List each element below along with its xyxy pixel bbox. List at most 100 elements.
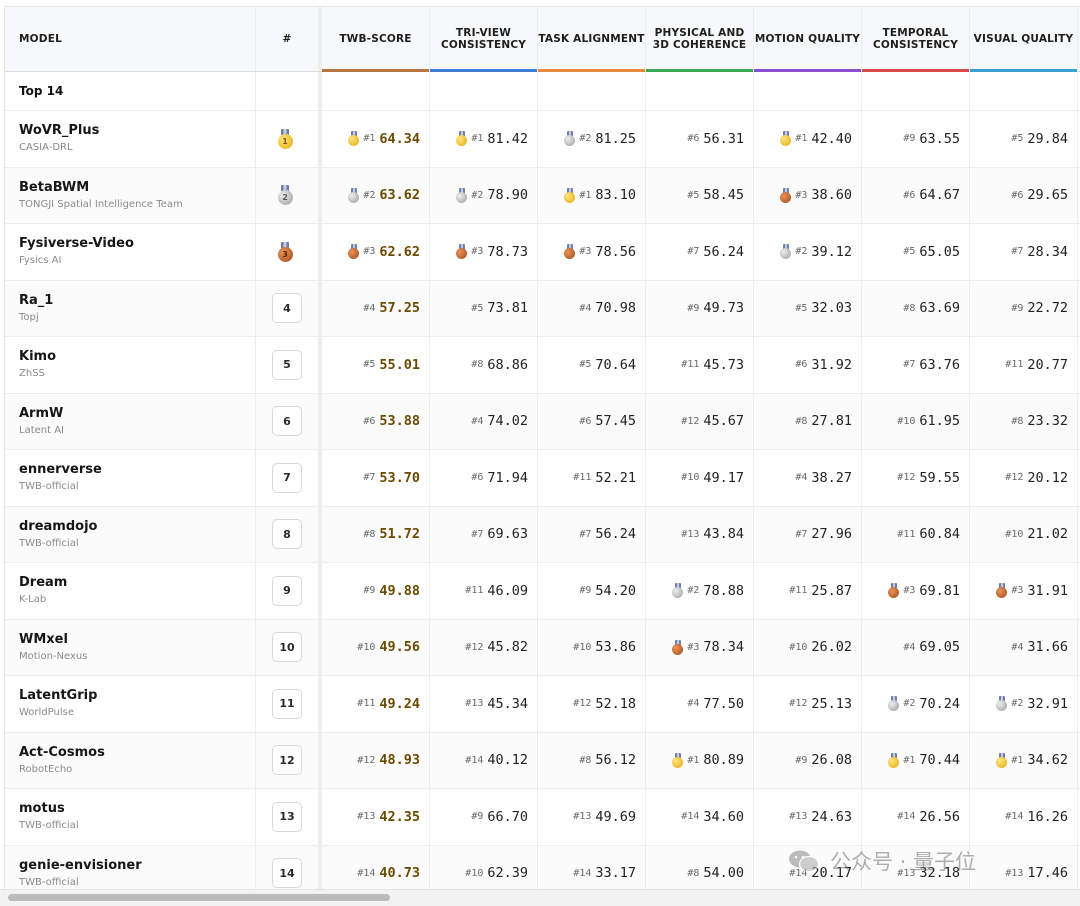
- metric-cell: #10 53.86: [538, 619, 646, 675]
- table-row[interactable]: dreamdojo TWB-official 8 #8 51.72 #7 69.63 #7 56…: [5, 506, 1080, 563]
- metric-cell: #4 31.66: [970, 619, 1078, 675]
- table-row[interactable]: BetaBWM TONGJI Spatial Intelligence Team 2…: [5, 167, 1080, 224]
- metric-value: 43.84: [703, 526, 744, 543]
- metric-rank: #8: [1011, 415, 1024, 427]
- metric-rank: #10: [789, 641, 808, 653]
- rank-cell: 6: [256, 393, 322, 449]
- model-name[interactable]: motus: [19, 801, 65, 817]
- table-row[interactable]: WMxel Motion-Nexus 10 #10 49.56 #12 45.82 #10 53…: [5, 619, 1080, 676]
- metric-value: 49.73: [703, 300, 744, 317]
- header-metric-underline: [862, 69, 969, 72]
- medal-disc: [672, 643, 684, 655]
- metric-cell: #12 48.93: [322, 732, 430, 788]
- model-name[interactable]: ArmW: [19, 405, 64, 421]
- model-name[interactable]: Fysiverse-Video: [19, 236, 134, 252]
- header-metric-2[interactable]: TASK ALIGNMENT: [538, 7, 646, 72]
- metric-cell: #2 78.88: [646, 563, 754, 619]
- medal-ribbon: [566, 244, 573, 250]
- table-row[interactable]: LatentGrip WorldPulse 11 #11 49.24 #13 45.34 #1…: [5, 676, 1080, 733]
- metric-rank: #2: [579, 133, 592, 145]
- metric-cell: #6 57.45: [538, 393, 646, 449]
- table-row[interactable]: WoVR_Plus CASIA-DRL 1 #1 64.34 #1 81.42 #2 81.25…: [5, 111, 1080, 168]
- model-name[interactable]: BetaBWM: [19, 179, 90, 195]
- metric-value: 45.82: [487, 639, 528, 656]
- model-cell: ArmW Latent AI: [5, 393, 256, 449]
- metric-cell: #5 58.45: [646, 167, 754, 223]
- group-empty-cell: [538, 72, 646, 110]
- model-name[interactable]: ennerverse: [19, 462, 102, 478]
- header-model[interactable]: MODEL: [5, 7, 256, 71]
- metric-rank: #2: [795, 246, 808, 258]
- model-name[interactable]: Dream: [19, 575, 68, 591]
- metric-rank: #6: [363, 415, 376, 427]
- table-row[interactable]: ennerverse TWB-official 7 #7 53.70 #6 71.94 #11…: [5, 450, 1080, 507]
- header-metric-5[interactable]: TEMPORAL CONSISTENCY: [862, 7, 970, 72]
- horizontal-scrollbar[interactable]: [0, 889, 1080, 906]
- metric-cell: #5 29.84: [970, 111, 1078, 167]
- model-org: CASIA-DRL: [19, 142, 73, 154]
- metric-cell: #14 33.17: [538, 845, 646, 901]
- metric-rank: #8: [471, 359, 484, 371]
- header-metric-1[interactable]: TRI-VIEW CONSISTENCY: [430, 7, 538, 72]
- metric-value: 68.86: [487, 356, 528, 373]
- header-metric-6[interactable]: VISUAL QUALITY: [970, 7, 1078, 72]
- twb-score-value: 64.34: [379, 130, 420, 147]
- header-metric-3[interactable]: PHYSICAL AND 3D COHERENCE: [646, 7, 754, 72]
- table-row[interactable]: Fysiverse-Video Fysics AI 3 #3 62.62 #3 78.73 #…: [5, 224, 1080, 281]
- model-name[interactable]: dreamdojo: [19, 518, 98, 534]
- model-name[interactable]: Act-Cosmos: [19, 744, 105, 760]
- metric-rank: #5: [903, 246, 916, 258]
- metric-value: 38.27: [811, 469, 852, 486]
- table-row[interactable]: motus TWB-official 13 #13 42.35 #9 66.70 #13 49.…: [5, 789, 1080, 846]
- rank-cell: 10: [256, 619, 322, 675]
- metric-rank: #11: [1005, 359, 1024, 371]
- model-org: TWB-official: [19, 537, 79, 549]
- metric-cell: #14 40.12: [430, 732, 538, 788]
- metric-value: 54.20: [595, 582, 636, 599]
- model-org: Fysics AI: [19, 255, 62, 267]
- header-metric-0[interactable]: TWB-SCORE: [322, 7, 430, 72]
- metric-cell: #4 57.25: [322, 280, 430, 336]
- metric-cell: #6 53.88: [322, 393, 430, 449]
- model-name[interactable]: genie-envisioner: [19, 857, 142, 873]
- model-name[interactable]: WMxel: [19, 631, 68, 647]
- gold-medal-icon: 1: [277, 128, 293, 149]
- scrollbar-thumb[interactable]: [8, 894, 390, 901]
- model-name[interactable]: Kimo: [19, 349, 57, 365]
- model-cell: motus TWB-official: [5, 789, 256, 845]
- model-name[interactable]: WoVR_Plus: [19, 123, 100, 139]
- table-row[interactable]: Act-Cosmos RobotEcho 12 #12 48.93 #14 40.12 #8 5…: [5, 732, 1080, 789]
- metric-cell: #4 77.50: [646, 676, 754, 732]
- table-row[interactable]: Ra_1 Topj 4 #4 57.25 #5 73.81 #4 70.98 #9 49.73 #5 3…: [5, 280, 1080, 337]
- metric-rank: #1: [579, 189, 592, 201]
- metric-value: 80.89: [703, 752, 744, 769]
- metric-rank: #9: [579, 585, 592, 597]
- medal-disc: [564, 191, 576, 203]
- header-metric-underline: [322, 69, 429, 72]
- metric-rank: #13: [357, 811, 376, 823]
- metric-rank: #12: [897, 472, 916, 484]
- model-name[interactable]: Ra_1: [19, 292, 54, 308]
- metric-rank: #11: [465, 585, 484, 597]
- table-row[interactable]: Dream K-Lab 9 #9 49.88 #11 46.09 #9 54.20 #2 78.88…: [5, 563, 1080, 620]
- model-org: Motion-Nexus: [19, 650, 88, 662]
- header-metric-4[interactable]: MOTION QUALITY: [754, 7, 862, 72]
- medal-disc: [456, 135, 468, 147]
- metric-rank: #4: [1011, 641, 1024, 653]
- silver-medal-icon: [888, 696, 900, 712]
- table-row[interactable]: Kimo ZhSS 5 #5 55.01 #8 68.86 #5 70.64 #11 45.73 #6…: [5, 337, 1080, 394]
- metric-value: 78.88: [703, 582, 744, 599]
- medal-disc: [996, 587, 1008, 599]
- header-rank[interactable]: #: [256, 7, 322, 71]
- model-org: TWB-official: [19, 481, 79, 493]
- metric-rank: #7: [1011, 246, 1024, 258]
- rank-cell: 11: [256, 676, 322, 732]
- metric-rank: #2: [1011, 698, 1024, 710]
- table-row[interactable]: ArmW Latent AI 6 #6 53.88 #4 74.02 #6 57.45 #12 45…: [5, 393, 1080, 450]
- metric-value: 21.02: [1027, 526, 1068, 543]
- metric-value: 32.18: [919, 865, 960, 882]
- model-org: Latent AI: [19, 424, 64, 436]
- metric-rank: #8: [687, 867, 700, 879]
- rank-badge: 7: [272, 462, 302, 493]
- model-name[interactable]: LatentGrip: [19, 688, 98, 704]
